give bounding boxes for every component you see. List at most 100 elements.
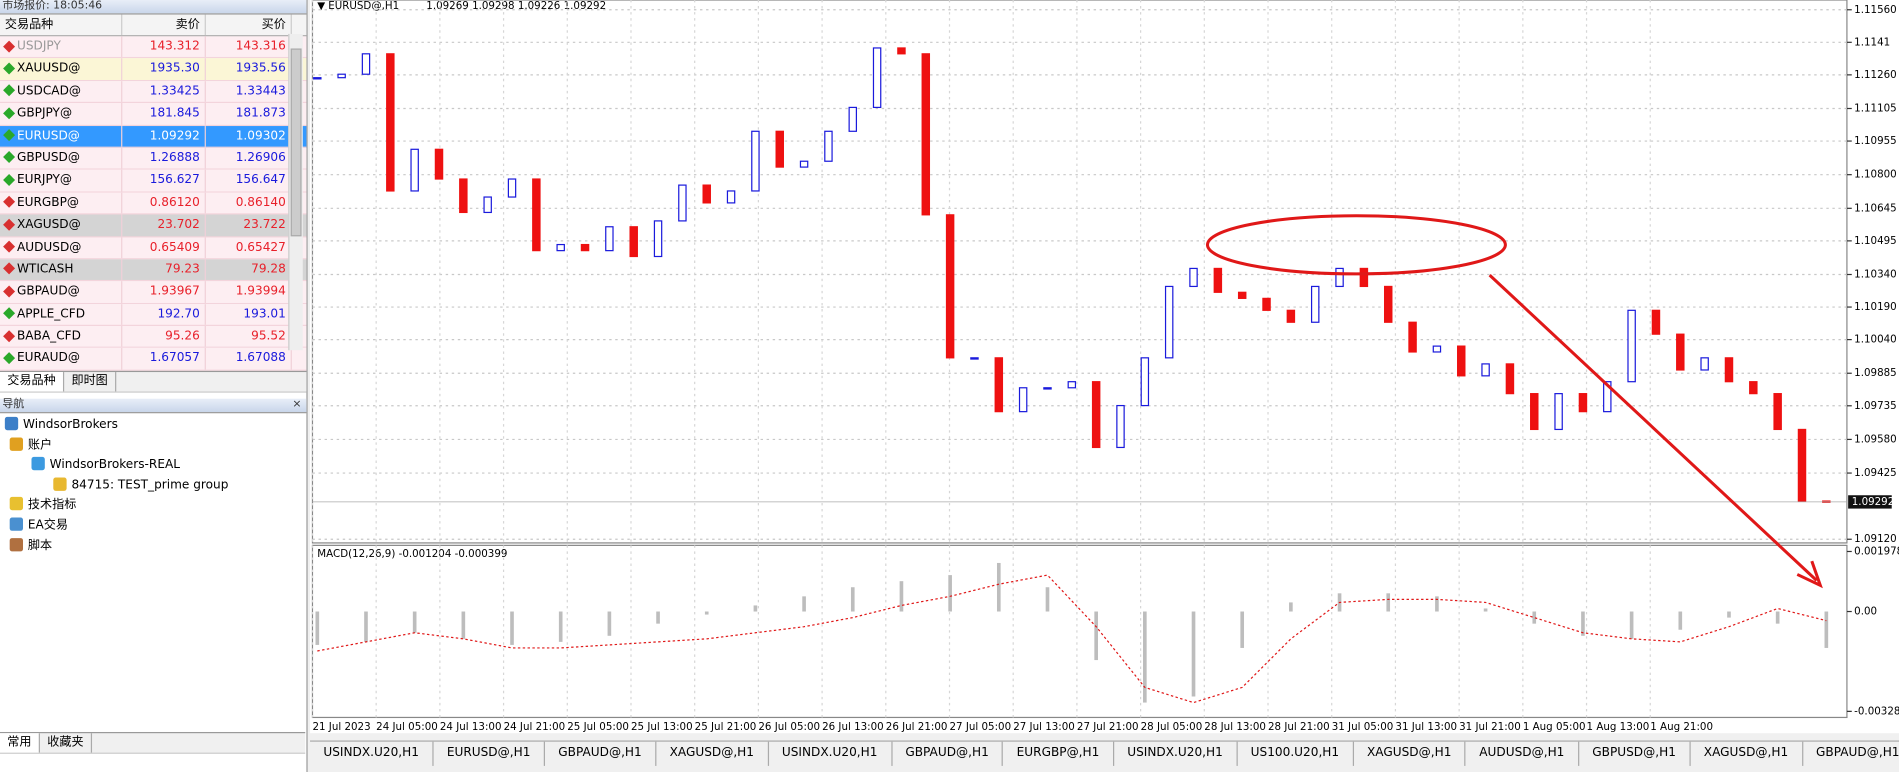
macd-signal: [317, 574, 1827, 704]
bid: 181.845: [122, 103, 206, 125]
symbol: AUDUSD@: [16, 240, 82, 254]
node-label: 84715: TEST_prime group: [71, 478, 229, 492]
symbol: BABA_CFD: [16, 329, 81, 344]
tab[interactable]: 交易品种: [0, 371, 65, 392]
x-tick-label: 28 Jul 21:00: [1268, 721, 1330, 733]
x-tick-label: 24 Jul 13:00: [440, 721, 502, 733]
symbol-row[interactable]: EURGBP@ 0.86120 0.86140: [0, 192, 307, 215]
chart-tab[interactable]: GBPAUD@,H1: [1803, 742, 1899, 766]
node-label: WindsorBrokers: [23, 417, 118, 432]
market-watch-title: 市场报价: 18:05:46: [0, 0, 307, 15]
macd-bar: [461, 611, 466, 639]
symbol-row[interactable]: USDJPY 143.312 143.316: [0, 36, 307, 59]
y-tick-label: 1.09735: [1854, 400, 1897, 412]
candle: [970, 357, 979, 360]
y-tick-label: 1.10040: [1854, 334, 1897, 346]
candle: [921, 53, 931, 216]
symbol-row[interactable]: AUDUSD@ 0.65409 0.65427: [0, 236, 307, 260]
candle: [824, 130, 833, 162]
chart-tab[interactable]: US100.U20,H1: [1237, 741, 1354, 766]
macd-bar: [1775, 611, 1780, 624]
symbol-row[interactable]: GBPAUD@ 1.93967 1.93994: [0, 281, 307, 304]
market-watch-header: 交易品种 卖价 买价: [0, 14, 307, 37]
macd-bar: [656, 611, 660, 624]
macd-bar: [1240, 611, 1245, 648]
candle: [629, 226, 638, 258]
chart-tab[interactable]: EURGBP@,H1: [1003, 741, 1114, 766]
chart-tab[interactable]: USINDX.U20,H1: [1114, 741, 1238, 766]
trend-icon: [3, 240, 16, 253]
y-tick-label: 1.09885: [1854, 367, 1897, 379]
tab[interactable]: 常用: [0, 733, 40, 753]
candle: [386, 53, 395, 192]
symbol: EURGBP@: [16, 196, 80, 210]
chart-symbol: EURUSD@,H1: [328, 0, 399, 12]
tree-node[interactable]: 脚本: [9, 537, 53, 556]
candle: [1505, 363, 1515, 395]
ask: 95.52: [206, 326, 292, 348]
macd-bar: [996, 562, 1001, 612]
symbol-row[interactable]: XAGUSD@ 23.702 23.722: [0, 214, 307, 237]
tree-node[interactable]: 技术指标: [9, 495, 77, 514]
chart-tab[interactable]: GBPAUD@,H1: [545, 741, 657, 766]
scroll-thumb[interactable]: [290, 48, 302, 237]
tree-node[interactable]: 84715: TEST_prime group: [53, 476, 228, 495]
tree-node[interactable]: WindsorBrokers-REAL: [31, 456, 180, 475]
symbol-row[interactable]: APPLE_CFD 192.70 193.01: [0, 303, 307, 327]
tree-node[interactable]: EA交易: [9, 516, 68, 535]
chart-tab[interactable]: GBPUSD@,H1: [1579, 741, 1691, 766]
chart-tab[interactable]: XAGUSD@,H1: [656, 741, 769, 766]
symbol-row[interactable]: GBPUSD@ 1.26888 1.26906: [0, 147, 307, 171]
symbol-row[interactable]: EURAUD@ 1.67057 1.67088: [0, 348, 307, 371]
chart-tab[interactable]: XAGUSD@,H1: [1690, 741, 1803, 766]
symbol-cell: GBPAUD@: [0, 281, 123, 303]
y-tick-label: 1.10955: [1854, 135, 1897, 147]
candle: [1676, 333, 1685, 371]
y-tick-label: 1.10190: [1854, 301, 1897, 313]
node-label: 技术指标: [27, 497, 77, 512]
symbol-row[interactable]: USDCAD@ 1.33425 1.33443: [0, 80, 307, 104]
x-tick-label: 28 Jul 05:00: [1141, 721, 1203, 733]
chart: ▼ EURUSD@,H1 1.09269 1.09298 1.09226 1.0…: [311, 0, 1899, 733]
scrollbar[interactable]: [288, 33, 303, 351]
candle: [605, 226, 614, 252]
symbol-row[interactable]: EURJPY@ 156.627 156.647: [0, 170, 307, 193]
y-tick-label: 1.09580: [1854, 433, 1897, 445]
chart-tab[interactable]: EURUSD@,H1: [433, 741, 545, 766]
trend-icon: [3, 285, 16, 298]
ask: 79.28: [206, 259, 292, 281]
candle: [1481, 363, 1490, 377]
x-tick-label: 26 Jul 05:00: [758, 721, 820, 733]
node-label: 脚本: [27, 539, 53, 553]
candle: [1116, 404, 1125, 449]
chart-tab[interactable]: USINDX.U20,H1: [310, 741, 434, 766]
candle: [483, 196, 492, 214]
symbol-row[interactable]: XAUUSD@ 1935.30 1935.56: [0, 58, 307, 81]
x-tick-label: 27 Jul 13:00: [1013, 721, 1075, 733]
tree-node[interactable]: 账户: [9, 436, 53, 455]
macd-bar: [1727, 611, 1731, 618]
node-label: 账户: [27, 438, 53, 452]
trend-icon: [3, 173, 16, 186]
close-button[interactable]: ×: [292, 398, 302, 411]
macd-bar: [1289, 602, 1293, 612]
tab[interactable]: 收藏夹: [40, 733, 93, 753]
symbol-row[interactable]: WTICASH 79.23 79.28: [0, 259, 307, 282]
tree-node[interactable]: WindsorBrokers: [4, 416, 118, 435]
chart-tab[interactable]: USINDX.U20,H1: [769, 741, 892, 766]
symbol-row[interactable]: BABA_CFD 95.26 95.52: [0, 326, 307, 349]
y-tick-label: 1.10340: [1854, 269, 1897, 281]
chart-tab[interactable]: AUDUSD@,H1: [1466, 741, 1579, 766]
macd-label: MACD(12,26,9) -0.001204 -0.000399: [317, 548, 507, 560]
symbol-row[interactable]: GBPJPY@ 181.845 181.873: [0, 103, 307, 126]
chart-tab[interactable]: GBPAUD@,H1: [892, 741, 1004, 766]
tab[interactable]: 即时图: [64, 371, 117, 392]
symbol-cell: EURGBP@: [0, 192, 123, 214]
ask: 1.26906: [206, 147, 292, 169]
trend-icon: [3, 218, 16, 231]
chart-tab[interactable]: XAGUSD@,H1: [1354, 741, 1466, 766]
symbol-row[interactable]: EURUSD@ 1.09292 1.09302: [0, 125, 307, 148]
trend-icon: [3, 62, 16, 75]
candle: [1530, 393, 1539, 431]
y-tick-label: 1.10495: [1854, 235, 1897, 247]
